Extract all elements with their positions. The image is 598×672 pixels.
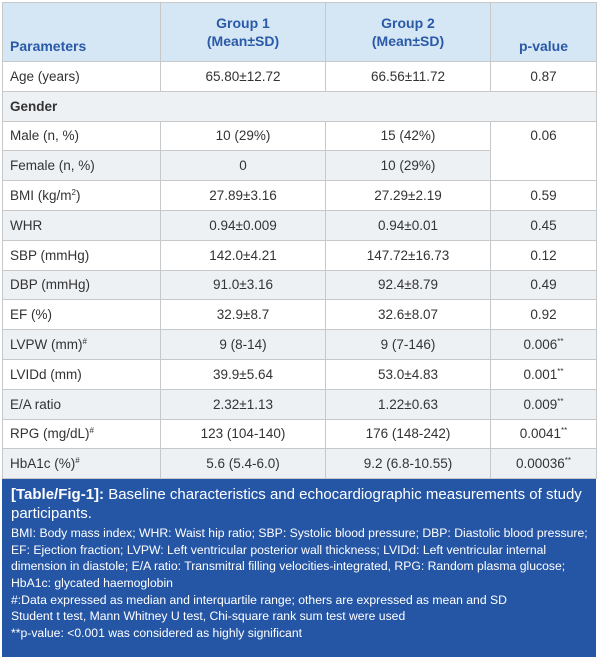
table-header-row: Parameters Group 1 (Mean±SD) Group 2 (Mean… (2, 2, 597, 62)
header-p-value: p-value (490, 2, 597, 62)
table-row-lvidd: LVIDd (mm) 39.9±5.64 53.0±4.83 0.001** (2, 358, 597, 390)
group-1-value: 142.0±4.21 (160, 239, 326, 271)
header-group-1: Group 1 (Mean±SD) (160, 2, 326, 62)
group-1-value: 10 (29%) (160, 120, 326, 152)
table-row-male: Male (n, %) 10 (29%) 15 (42%) 0.06 (2, 120, 597, 182)
header-parameters: Parameters (2, 2, 161, 62)
group-2-value: 9 (7-146) (325, 329, 491, 360)
group-2-value: 53.0±4.83 (325, 358, 491, 390)
p-value: 0.0041** (490, 418, 597, 450)
group-1-value: 39.9±5.64 (160, 358, 326, 390)
group-2-value: 32.6±8.07 (325, 299, 491, 331)
group-2-value: 27.29±2.19 (325, 180, 491, 211)
group-1-value: 2.32±1.13 (160, 388, 326, 420)
table-row-dbp: DBP (mmHg) 91.0±3.16 92.4±8.79 0.49 (2, 269, 597, 301)
p-value: 0.00036** (490, 448, 597, 480)
header-group-2: Group 2 (Mean±SD) (325, 2, 491, 62)
group-1-value: 27.89±3.16 (160, 180, 326, 211)
table-row-sbp: SBP (mmHg) 142.0±4.21 147.72±16.73 0.12 (2, 239, 597, 271)
row-label: LVPW (mm)# (2, 329, 161, 360)
group-1-value: 123 (104-140) (160, 418, 326, 450)
row-label: Male (n, %) (2, 120, 161, 152)
table-row-whr: WHR 0.94±0.009 0.94±0.01 0.45 (2, 209, 597, 241)
group-2-value: 9.2 (6.8-10.55) (325, 448, 491, 480)
group-2-value: 66.56±11.72 (325, 61, 491, 92)
row-label: DBP (mmHg) (2, 269, 161, 301)
p-value: 0.49 (490, 269, 597, 301)
p-value: 0.59 (490, 180, 597, 211)
table-row-gender: Gender (2, 90, 597, 122)
row-label: LVIDd (mm) (2, 358, 161, 390)
p-value: 0.009** (490, 388, 597, 420)
table-row-age: Age (years) 65.80±12.72 66.56±11.72 0.87 (2, 61, 597, 92)
caption-label: [Table/Fig-1]: (11, 486, 105, 504)
baseline-characteristics-table: Parameters Group 1 (Mean±SD) Group 2 (Mean… (2, 2, 597, 480)
caption-note-tests: Student t test, Mann Whitney U test, Chi… (11, 609, 406, 624)
group-1-value: 0.94±0.009 (160, 209, 326, 241)
group-2-value: 176 (148-242) (325, 418, 491, 450)
row-label: BMI (kg/m2) (2, 180, 161, 211)
p-value: 0.12 (490, 239, 597, 271)
group-1-value: 0 (160, 150, 326, 182)
p-value: 0.001** (490, 358, 597, 390)
table-row-bmi: BMI (kg/m2) 27.89±3.16 27.29±2.19 0.59 (2, 180, 597, 211)
group-2-value: 92.4±8.79 (325, 269, 491, 301)
group-1-value: 32.9±8.7 (160, 299, 326, 331)
table-row-lvpw: LVPW (mm)# 9 (8-14) 9 (7-146) 0.006** (2, 329, 597, 360)
row-label: HbA1c (%)# (2, 448, 161, 480)
group-2-value: 0.94±0.01 (325, 209, 491, 241)
group-2-value: 10 (29%) (325, 150, 491, 182)
table-caption: [Table/Fig-1]: Baseline characteristics … (2, 479, 596, 658)
p-value: 0.45 (490, 209, 597, 241)
group-1-value: 5.6 (5.4-6.0) (160, 448, 326, 480)
p-value: 0.06 (490, 120, 597, 182)
group-1-value: 91.0±3.16 (160, 269, 326, 301)
row-label: WHR (2, 209, 161, 241)
group-1-value: 65.80±12.72 (160, 61, 326, 92)
row-label: EF (%) (2, 299, 161, 331)
section-label-gender: Gender (2, 90, 597, 122)
group-1-value: 9 (8-14) (160, 329, 326, 360)
caption-abbreviations: BMI: Body mass index; WHR: Waist hip rat… (11, 526, 588, 590)
table-row-ea-ratio: E/A ratio 2.32±1.13 1.22±0.63 0.009** (2, 388, 597, 420)
table-row-ef: EF (%) 32.9±8.7 32.6±8.07 0.92 (2, 299, 597, 331)
row-label: SBP (mmHg) (2, 239, 161, 271)
table-row-hba1c: HbA1c (%)# 5.6 (5.4-6.0) 9.2 (6.8-10.55)… (2, 448, 597, 480)
row-label: Age (years) (2, 61, 161, 92)
group-2-value: 15 (42%) (325, 120, 491, 152)
row-label: RPG (mg/dL)# (2, 418, 161, 450)
p-value: 0.92 (490, 299, 597, 331)
table-row-female: Female (n, %) 0 10 (29%) (2, 150, 597, 182)
group-2-value: 1.22±0.63 (325, 388, 491, 420)
caption-title: [Table/Fig-1]: Baseline characteristics … (11, 486, 582, 523)
row-label: Female (n, %) (2, 150, 161, 182)
group-2-value: 147.72±16.73 (325, 239, 491, 271)
p-value: 0.006** (490, 329, 597, 360)
caption-note-significance: **p-value: <0.001 was considered as high… (11, 625, 302, 640)
row-label: E/A ratio (2, 388, 161, 420)
caption-note-median: #:Data expressed as median and interquar… (11, 592, 507, 607)
p-value: 0.87 (490, 61, 597, 92)
table-row-rpg: RPG (mg/dL)# 123 (104-140) 176 (148-242)… (2, 418, 597, 450)
